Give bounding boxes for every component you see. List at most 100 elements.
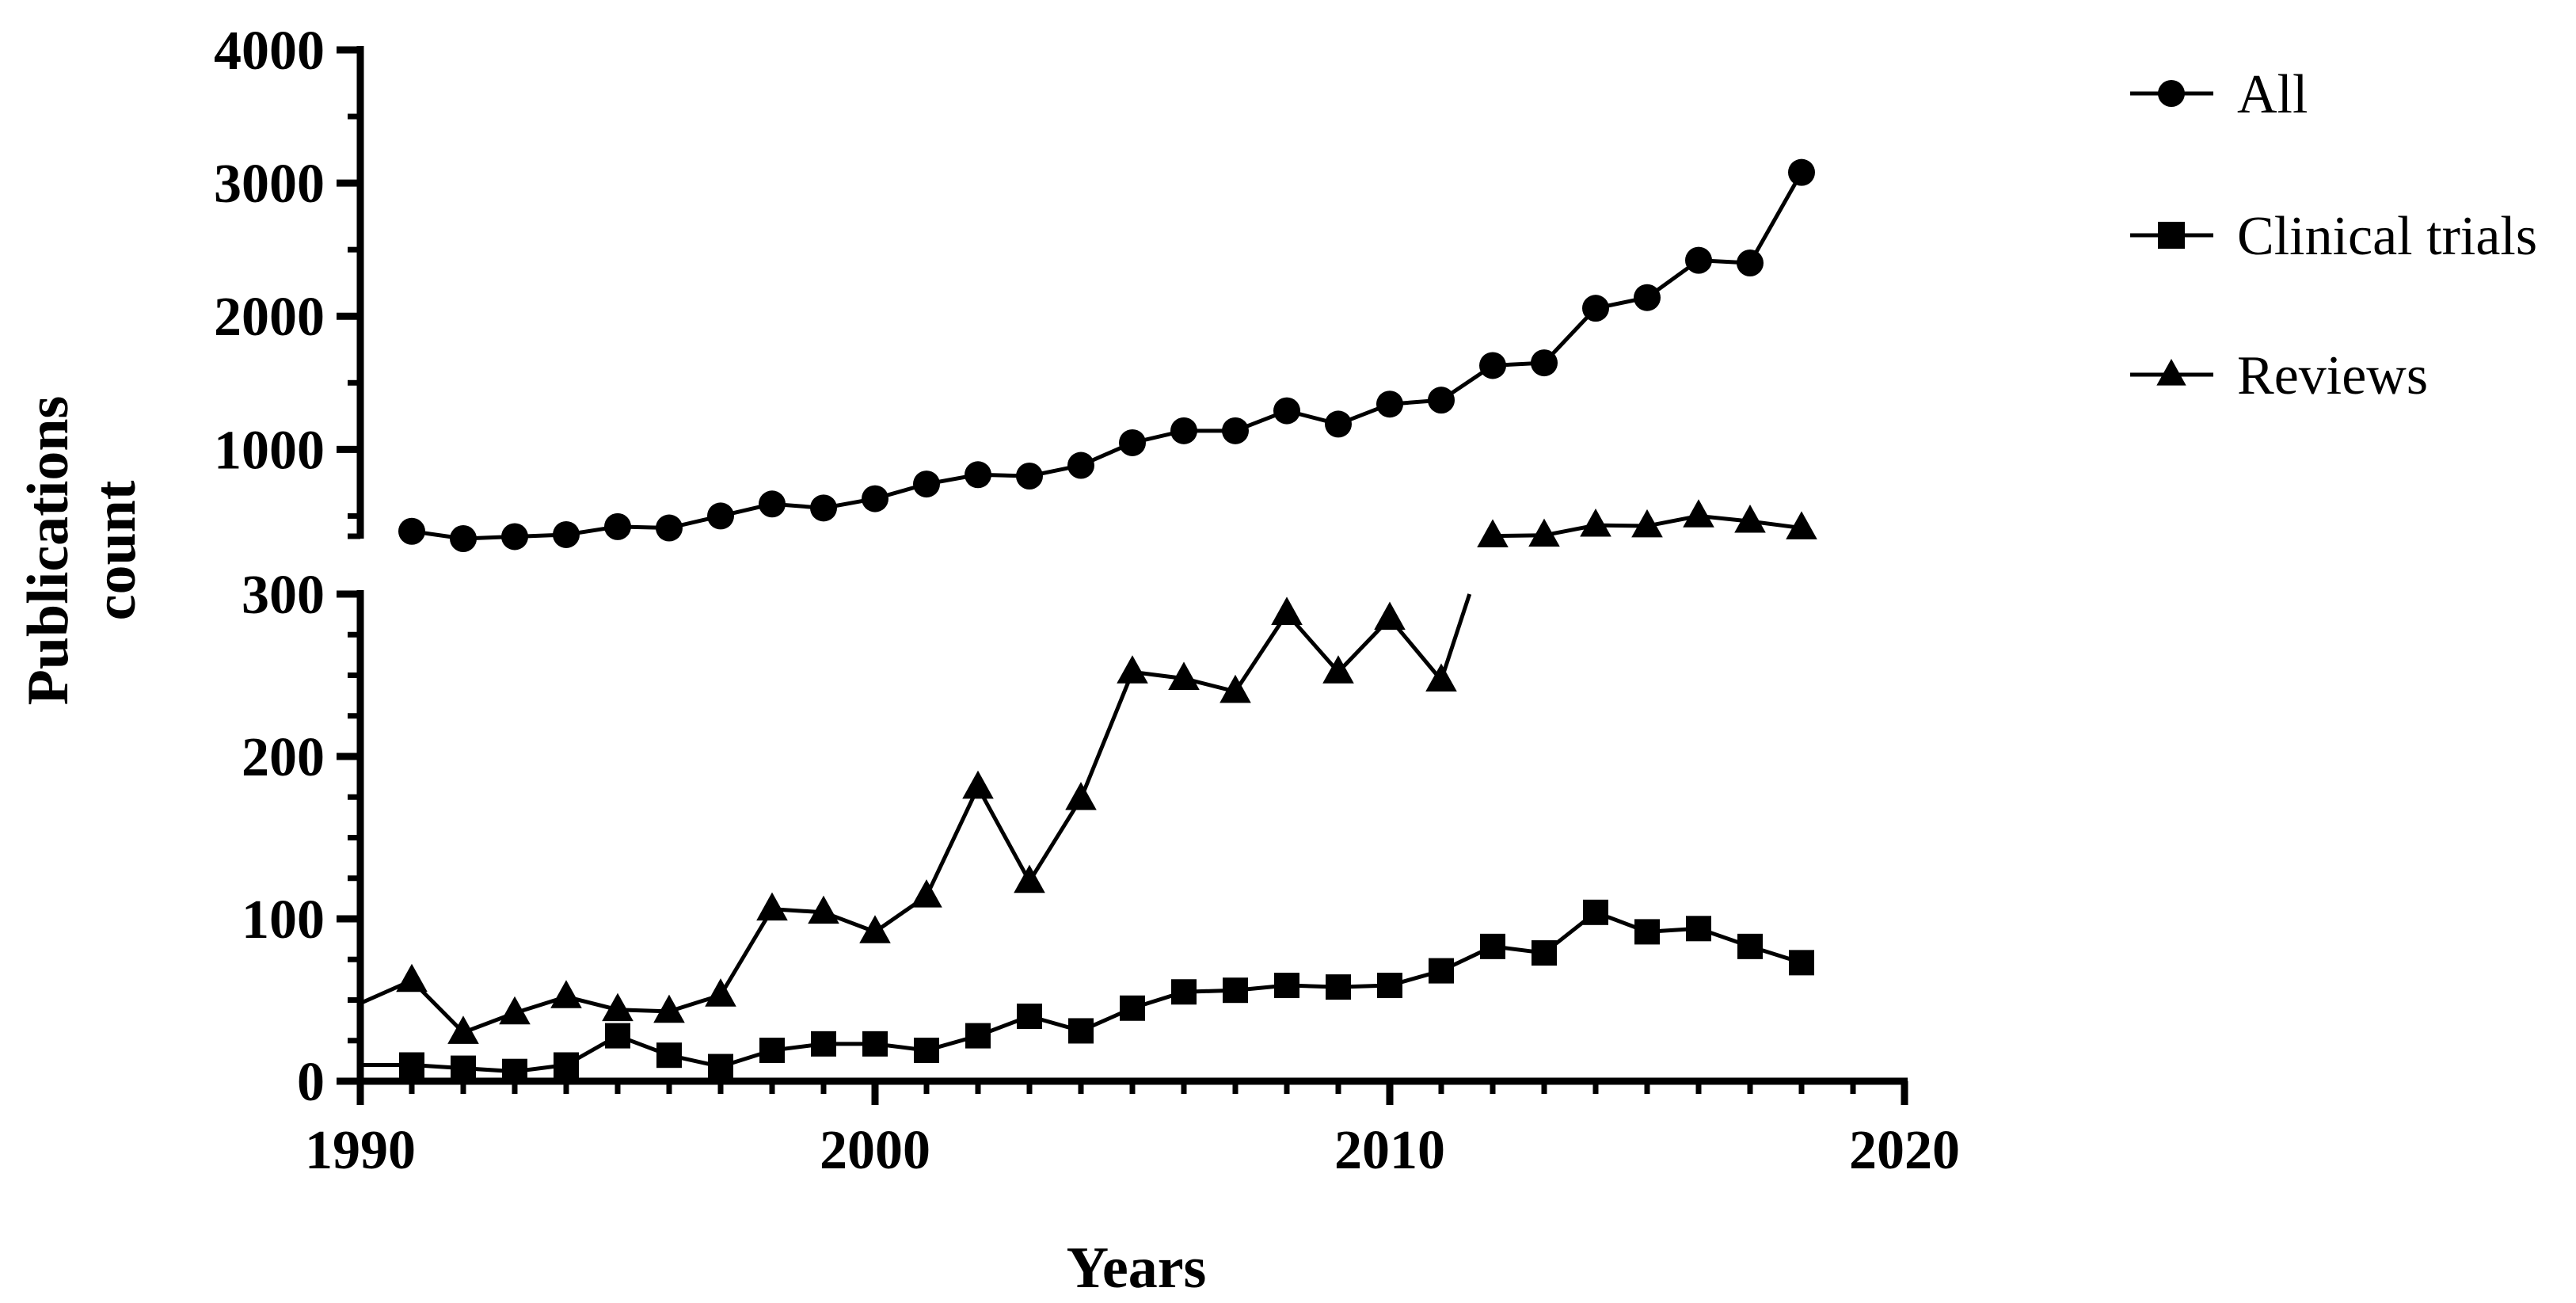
legend-marker bbox=[2158, 222, 2185, 249]
series-all-point bbox=[1531, 349, 1558, 377]
legend-marker bbox=[2156, 358, 2186, 386]
series-clinical-trials-point bbox=[1326, 974, 1351, 1000]
series-all-point bbox=[707, 502, 734, 530]
series-reviews-point bbox=[396, 963, 428, 992]
axes: 0 100 200 300 1000 2000 3000 4000 1990 2000 2010 20… bbox=[214, 21, 1960, 1181]
y-tick-label: 100 bbox=[242, 890, 325, 951]
series-clinical-trials-point bbox=[656, 1042, 682, 1069]
series-all-point bbox=[656, 514, 683, 542]
series-clinical-trials-point bbox=[862, 1031, 888, 1057]
series-all-point bbox=[759, 490, 786, 518]
series-reviews-point bbox=[1683, 499, 1714, 528]
series-all-point bbox=[1067, 451, 1094, 479]
series-clinical-trials-point bbox=[1120, 995, 1145, 1021]
series-all-point bbox=[1119, 429, 1146, 456]
series-reviews-point bbox=[1322, 655, 1354, 684]
series-reviews-point bbox=[1117, 655, 1148, 684]
y-tick-label: 3000 bbox=[214, 154, 325, 215]
series-clinical-trials-point bbox=[811, 1031, 836, 1057]
series-all-point bbox=[1788, 158, 1815, 186]
x-tick-label: 2000 bbox=[820, 1120, 930, 1181]
series-clinical-trials-point bbox=[1223, 977, 1248, 1004]
series-clinical-trials-point bbox=[1480, 933, 1505, 959]
series-layer bbox=[359, 158, 1817, 1084]
series-all-point bbox=[1222, 417, 1249, 444]
series-clinical-trials-point bbox=[1532, 940, 1557, 966]
series-all-point bbox=[1428, 387, 1455, 414]
series-clinical-trials-point bbox=[759, 1038, 785, 1064]
series-clinical-trials-point bbox=[1634, 919, 1660, 945]
series-reviews-point bbox=[1014, 864, 1045, 893]
series-reviews-point bbox=[1477, 519, 1509, 548]
series-all-point bbox=[501, 523, 528, 551]
series-all-point bbox=[1325, 410, 1352, 438]
series-reviews-point bbox=[1168, 661, 1200, 690]
series-reviews-point bbox=[705, 978, 736, 1007]
series-clinical-trials-line bbox=[360, 909, 1802, 1074]
series-reviews-point bbox=[602, 992, 634, 1022]
series-all-point bbox=[398, 517, 425, 545]
series-reviews-point bbox=[499, 996, 531, 1025]
series-reviews-point bbox=[962, 770, 994, 799]
series-reviews-point bbox=[1786, 511, 1817, 539]
series-all-point bbox=[553, 520, 580, 548]
series-all-point bbox=[1582, 295, 1609, 322]
series-clinical-trials-point bbox=[1274, 973, 1299, 999]
series-clinical-trials-point bbox=[605, 1023, 630, 1049]
y-tick-label: 300 bbox=[242, 565, 325, 626]
legend-label: All bbox=[2237, 64, 2308, 125]
series-all-point bbox=[1479, 352, 1506, 379]
y-axis-title: Publications count bbox=[16, 396, 148, 706]
series-reviews-point bbox=[859, 915, 891, 943]
series-clinical-trials-point bbox=[1429, 958, 1454, 984]
legend-label: Reviews bbox=[2237, 345, 2428, 406]
x-tick-label: 2020 bbox=[1849, 1120, 1960, 1181]
legend-item: Clinical trials bbox=[2130, 206, 2537, 267]
series-all-point bbox=[913, 471, 940, 498]
series-all-point bbox=[604, 512, 631, 540]
x-axis-title: Years bbox=[1067, 1236, 1207, 1301]
series-clinical-trials-point bbox=[1017, 1004, 1042, 1029]
series-clinical-trials-point bbox=[1789, 950, 1814, 976]
series-clinical-trials-point bbox=[554, 1052, 579, 1078]
series-clinical-trials-point bbox=[1737, 933, 1763, 959]
y-tick-label: 2000 bbox=[214, 287, 325, 348]
x-tick-label: 1990 bbox=[305, 1120, 416, 1181]
series-reviews-point bbox=[756, 892, 788, 921]
series-reviews-point bbox=[1528, 518, 1560, 547]
series-all-point bbox=[450, 525, 477, 552]
series-clinical-trials-point bbox=[502, 1058, 527, 1084]
series-reviews-line-lower bbox=[359, 593, 1472, 1035]
series-all-point bbox=[1737, 249, 1764, 276]
series-all-point bbox=[1016, 462, 1043, 490]
series-all-point bbox=[862, 485, 888, 512]
y-tick-label: 200 bbox=[242, 727, 325, 788]
legend-marker bbox=[2158, 80, 2185, 107]
y-axis-title-line1: Publications bbox=[16, 396, 81, 706]
x-tick-label: 2010 bbox=[1334, 1120, 1445, 1181]
series-reviews-point bbox=[447, 1015, 479, 1044]
series-reviews-point bbox=[1580, 508, 1611, 537]
series-reviews-point bbox=[550, 980, 582, 1008]
series-reviews-point bbox=[1271, 596, 1303, 625]
series-reviews-point bbox=[1734, 504, 1766, 533]
series-all-point bbox=[1273, 397, 1300, 425]
series-reviews-point bbox=[653, 994, 685, 1023]
series-all-point bbox=[810, 494, 837, 522]
series-all-point bbox=[1170, 417, 1197, 444]
series-reviews-point bbox=[1065, 782, 1097, 810]
legend-item: All bbox=[2130, 64, 2308, 125]
series-clinical-trials-point bbox=[914, 1038, 939, 1064]
y-tick-label: 4000 bbox=[214, 21, 325, 82]
y-tick-label: 1000 bbox=[214, 420, 325, 481]
series-clinical-trials-point bbox=[1068, 1018, 1094, 1044]
y-tick-label: 0 bbox=[297, 1052, 325, 1113]
series-all-point bbox=[965, 461, 991, 489]
series-clinical-trials-point bbox=[399, 1052, 424, 1078]
legend-item: Reviews bbox=[2130, 345, 2428, 406]
series-clinical-trials-point bbox=[708, 1053, 733, 1080]
series-reviews-point bbox=[1631, 509, 1663, 538]
series-all-point bbox=[1685, 246, 1712, 274]
series-all-point bbox=[1634, 284, 1661, 311]
